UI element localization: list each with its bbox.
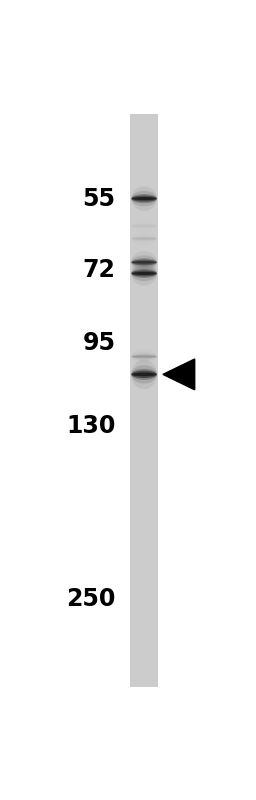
Ellipse shape	[131, 360, 157, 389]
Ellipse shape	[131, 255, 157, 270]
Ellipse shape	[132, 261, 156, 264]
Ellipse shape	[131, 235, 157, 242]
Ellipse shape	[131, 191, 157, 206]
Ellipse shape	[131, 251, 157, 274]
Text: 130: 130	[66, 414, 115, 438]
Ellipse shape	[132, 197, 156, 200]
Ellipse shape	[131, 222, 157, 230]
Ellipse shape	[131, 237, 157, 240]
Polygon shape	[163, 359, 195, 390]
Text: 250: 250	[66, 586, 115, 610]
Text: 55: 55	[82, 186, 115, 210]
Text: 72: 72	[82, 258, 115, 282]
Ellipse shape	[132, 373, 156, 376]
Ellipse shape	[131, 365, 157, 384]
Ellipse shape	[131, 258, 157, 266]
Ellipse shape	[131, 270, 157, 277]
Ellipse shape	[131, 370, 157, 378]
Ellipse shape	[131, 352, 157, 361]
Ellipse shape	[131, 195, 157, 202]
Ellipse shape	[131, 266, 157, 281]
Ellipse shape	[132, 238, 156, 239]
Ellipse shape	[131, 186, 157, 211]
Ellipse shape	[132, 272, 156, 275]
Ellipse shape	[131, 269, 157, 278]
Bar	[130, 114, 158, 687]
Ellipse shape	[131, 259, 157, 265]
Text: 95: 95	[82, 331, 115, 355]
Ellipse shape	[131, 354, 157, 358]
Ellipse shape	[132, 356, 156, 358]
Ellipse shape	[131, 261, 157, 286]
Ellipse shape	[131, 224, 157, 228]
Ellipse shape	[131, 236, 157, 241]
Ellipse shape	[131, 225, 157, 227]
Ellipse shape	[131, 194, 157, 203]
Ellipse shape	[131, 354, 157, 359]
Ellipse shape	[131, 369, 157, 380]
